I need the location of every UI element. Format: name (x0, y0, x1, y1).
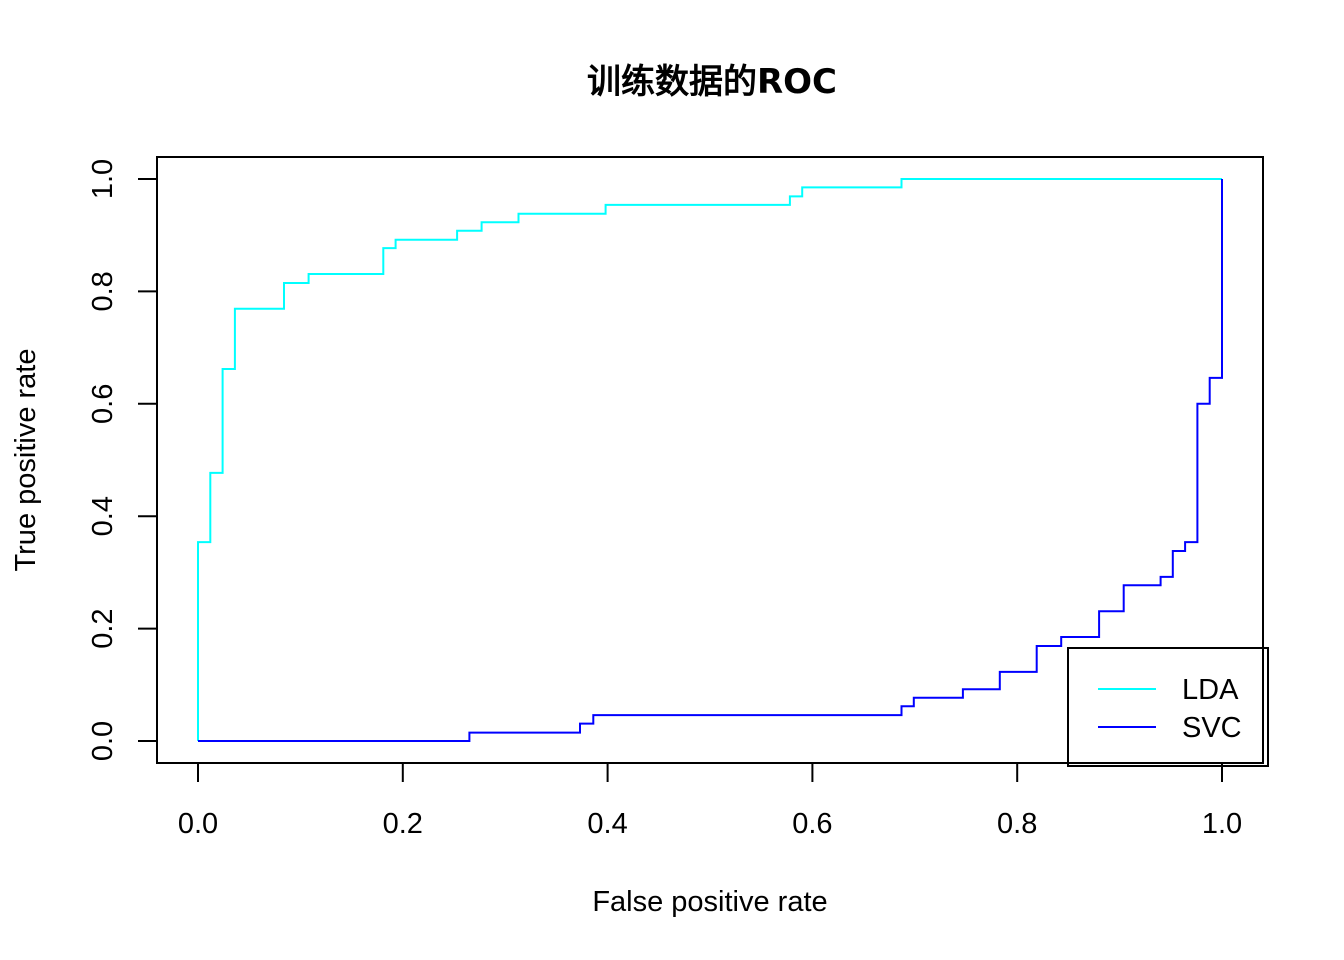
y-tick-label: 0.6 (87, 384, 119, 424)
x-tick-label: 0.2 (383, 808, 423, 840)
legend-label-lda: LDA (1182, 674, 1239, 706)
y-tick-label: 0.4 (87, 496, 119, 536)
y-axis: 0.0 0.2 0.4 0.6 0.8 1.0 (87, 159, 158, 761)
x-tick-label: 0.6 (792, 808, 832, 840)
legend-label-svc: SVC (1182, 712, 1242, 744)
series-layer (197, 178, 1223, 742)
y-tick-label: 0.8 (87, 271, 119, 311)
x-tick-label: 0.0 (178, 808, 218, 840)
plot-frame (156, 156, 1264, 764)
chart-title: 训练数据的ROC (587, 62, 837, 102)
series-line-lda (197, 178, 1222, 741)
x-tick-label: 1.0 (1202, 808, 1242, 840)
y-tick-label: 0.2 (87, 608, 119, 648)
y-axis-label: True positive rate (10, 349, 42, 572)
series-line-svc (198, 179, 1223, 742)
y-tick-label: 0.0 (87, 721, 119, 761)
x-tick-label: 0.8 (997, 808, 1037, 840)
x-axis-label: False positive rate (592, 886, 827, 918)
legend-box (1067, 647, 1269, 767)
legend: LDA SVC (1067, 647, 1269, 767)
y-tick-label: 1.0 (87, 159, 119, 199)
x-axis: 0.0 0.2 0.4 0.6 0.8 1.0 (178, 762, 1242, 840)
x-tick-label: 0.4 (587, 808, 627, 840)
